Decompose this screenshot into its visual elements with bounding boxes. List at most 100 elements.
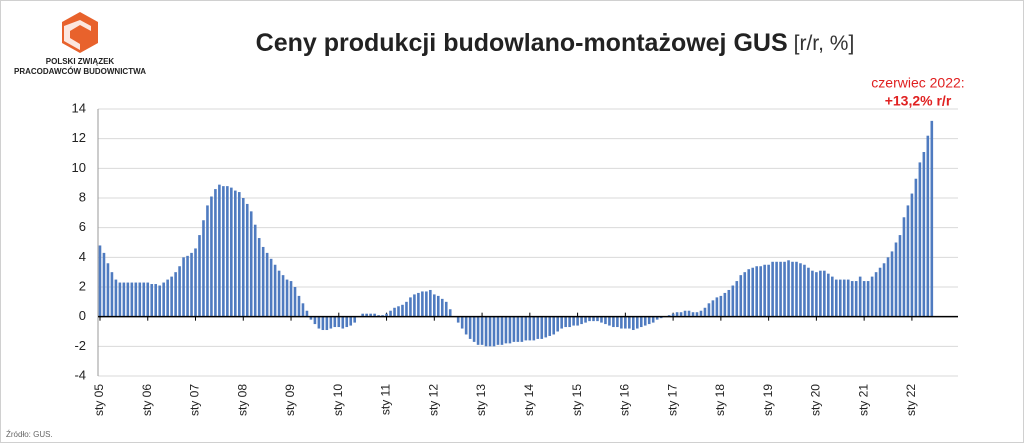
bar xyxy=(743,272,747,317)
y-tick-label: 0 xyxy=(79,308,86,323)
bar xyxy=(711,300,715,317)
y-tick-label: 10 xyxy=(72,160,86,175)
bar xyxy=(815,272,818,317)
bar xyxy=(464,316,468,335)
bar xyxy=(918,162,922,317)
bar xyxy=(604,316,607,325)
bar xyxy=(476,316,480,345)
bar xyxy=(870,276,874,317)
bar xyxy=(313,316,317,325)
bar xyxy=(827,273,830,317)
bar xyxy=(146,282,150,317)
bar xyxy=(289,281,293,317)
bar xyxy=(552,316,556,335)
bar xyxy=(747,269,751,317)
bar xyxy=(480,316,484,345)
y-tick-label: 4 xyxy=(79,249,86,264)
x-tick-label: sty 05 xyxy=(92,384,106,416)
bar xyxy=(317,316,321,329)
bar xyxy=(588,316,591,322)
bar xyxy=(198,235,201,317)
y-tick-label: 8 xyxy=(79,189,86,204)
source: Źródło: GUS. xyxy=(6,430,53,439)
bar xyxy=(608,316,611,326)
x-tick-label: sty 19 xyxy=(761,384,775,416)
bar xyxy=(540,316,544,339)
bar xyxy=(524,316,528,341)
bar xyxy=(329,316,333,329)
bar xyxy=(154,284,158,317)
bar xyxy=(345,316,349,328)
bar xyxy=(528,316,532,341)
bar xyxy=(504,316,508,344)
bar xyxy=(771,261,774,317)
bar xyxy=(874,272,878,317)
y-tick-label: 6 xyxy=(79,219,86,234)
bar xyxy=(894,242,898,317)
bar xyxy=(564,316,567,328)
x-tick-label: sty 20 xyxy=(809,384,823,416)
bar xyxy=(142,282,146,317)
bar xyxy=(182,257,185,317)
bar xyxy=(886,257,890,317)
y-tick-label: -2 xyxy=(74,338,86,353)
bar xyxy=(811,270,814,317)
x-tick-label: sty 10 xyxy=(331,384,345,416)
x-tick-label: sty 17 xyxy=(665,384,679,416)
bar xyxy=(556,316,559,332)
bar xyxy=(679,312,683,317)
bar xyxy=(651,316,655,323)
bar xyxy=(401,304,404,317)
bar xyxy=(337,316,341,328)
bar xyxy=(110,272,114,317)
bar xyxy=(639,316,643,328)
bar xyxy=(516,316,520,342)
bar xyxy=(683,310,687,317)
bar xyxy=(592,316,595,322)
bar xyxy=(98,245,102,317)
bar xyxy=(230,187,233,317)
bar xyxy=(405,301,408,317)
bar xyxy=(723,292,727,317)
bar xyxy=(166,279,169,317)
bar xyxy=(436,295,440,317)
x-tick-label: sty 13 xyxy=(474,384,488,416)
bar xyxy=(834,279,838,317)
bar xyxy=(703,307,707,317)
bar xyxy=(170,276,173,317)
bar xyxy=(297,295,301,317)
bar xyxy=(269,258,273,317)
bar xyxy=(560,316,563,329)
bar xyxy=(620,316,623,329)
logo-text: PRACODAWCÓW BUDOWNICTWA xyxy=(14,67,146,76)
bar xyxy=(162,282,165,317)
bar xyxy=(707,303,711,317)
bar xyxy=(122,282,126,317)
bar xyxy=(719,295,723,317)
bar xyxy=(890,251,894,317)
bar xyxy=(440,298,444,317)
bar xyxy=(866,281,870,317)
bar xyxy=(576,316,579,326)
bar xyxy=(536,316,540,339)
bar xyxy=(456,316,460,323)
annotation: +13,2% r/r xyxy=(885,93,952,109)
bar xyxy=(906,205,910,317)
x-tick-label: sty 15 xyxy=(570,384,584,416)
bar xyxy=(715,297,719,317)
bar xyxy=(580,316,583,325)
y-tick-label: 12 xyxy=(72,130,86,145)
logo: POLSKI ZWIĄZEK PRACODAWCÓW BUDOWNICTWA xyxy=(14,12,146,76)
bar xyxy=(882,263,886,317)
chart-title: Ceny produkcji budowlano-montażowej GUS [… xyxy=(256,29,855,57)
bar xyxy=(496,316,500,345)
logo-text: POLSKI ZWIĄZEK xyxy=(46,57,115,66)
bar xyxy=(210,196,213,317)
bar xyxy=(791,261,794,317)
bar xyxy=(508,316,512,344)
bar xyxy=(261,246,265,317)
bar xyxy=(102,252,106,317)
bar xyxy=(460,316,464,329)
bar xyxy=(253,224,257,317)
